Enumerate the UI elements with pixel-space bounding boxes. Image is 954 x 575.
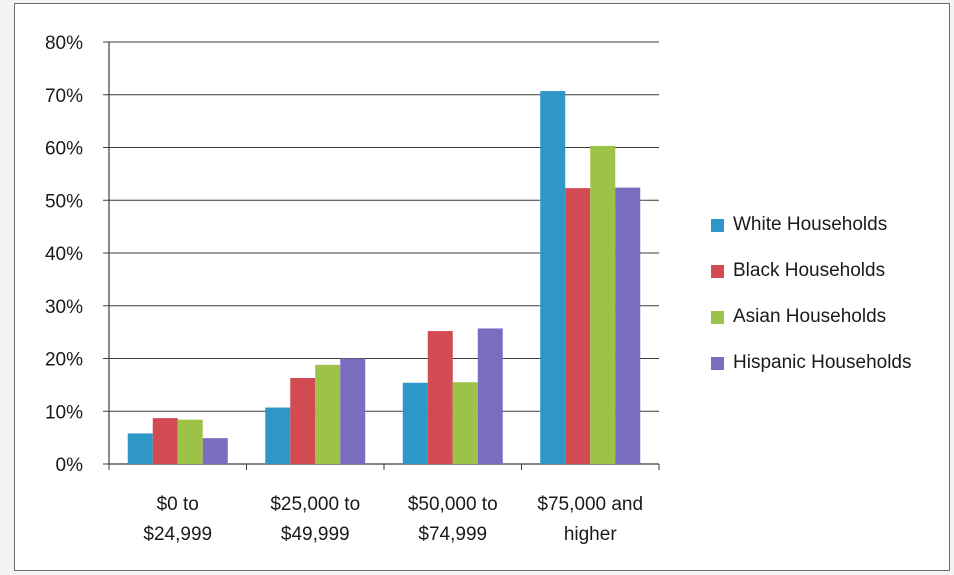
y-tick-label: 50% [45, 191, 83, 212]
x-category-label: $75,000 and [537, 494, 643, 515]
y-tick-label: 20% [45, 350, 83, 371]
y-tick-label: 70% [45, 86, 83, 107]
bar-black [152, 418, 178, 464]
bar-black [290, 378, 316, 464]
legend: White Households Black Households Asian … [711, 202, 954, 386]
x-category-label: $49,999 [281, 524, 350, 545]
legend-swatch-white [711, 218, 724, 232]
legend-item-hispanic: Hispanic Households [711, 340, 954, 386]
bar-hispanic [477, 328, 503, 464]
y-tick-label: 30% [45, 297, 83, 318]
legend-swatch-black [711, 264, 724, 278]
bar-white [265, 407, 291, 464]
x-category-label: $25,000 to [270, 494, 360, 515]
bar-hispanic [340, 358, 366, 464]
legend-item-black: Black Households [711, 248, 954, 294]
legend-swatch-hispanic [711, 356, 724, 370]
x-category-label: higher [564, 524, 617, 545]
legend-label-hispanic: Hispanic Households [733, 352, 912, 373]
legend-label-white: White Households [733, 214, 888, 235]
legend-item-asian: Asian Households [711, 294, 954, 340]
bar-white [540, 91, 566, 465]
y-tick-label: 0% [56, 455, 84, 476]
y-tick-label: 10% [45, 402, 83, 423]
legend-label-asian: Asian Households [733, 306, 887, 327]
legend-label-black: Black Households [733, 260, 886, 281]
bar-asian [177, 419, 203, 464]
bar-hispanic [615, 187, 641, 464]
x-category-label: $50,000 to [408, 494, 498, 515]
bar-white [402, 382, 428, 464]
bar-white [127, 433, 153, 464]
y-tick-label: 60% [45, 139, 83, 160]
bar-asian [452, 382, 478, 464]
legend-item-white: White Households [711, 202, 954, 248]
chart-frame: 0% 10% 20% 30% 40% 50% 60% 70% 80% $0 to $24,999 $2… [14, 3, 950, 571]
bar-black [565, 188, 591, 464]
x-category-label: $0 to [157, 494, 199, 515]
x-category-label: $74,999 [418, 524, 487, 545]
bar-asian [590, 145, 616, 465]
legend-swatch-asian [711, 310, 724, 324]
y-tick-label: 40% [45, 244, 83, 265]
bar-chart: 0% 10% 20% 30% 40% 50% 60% 70% 80% $0 to $24,999 $2… [45, 33, 660, 545]
y-tick-label: 80% [45, 33, 83, 54]
bar-black [427, 331, 453, 464]
bar-hispanic [202, 438, 228, 464]
x-category-label: $24,999 [143, 524, 212, 545]
bar-asian [315, 364, 341, 464]
